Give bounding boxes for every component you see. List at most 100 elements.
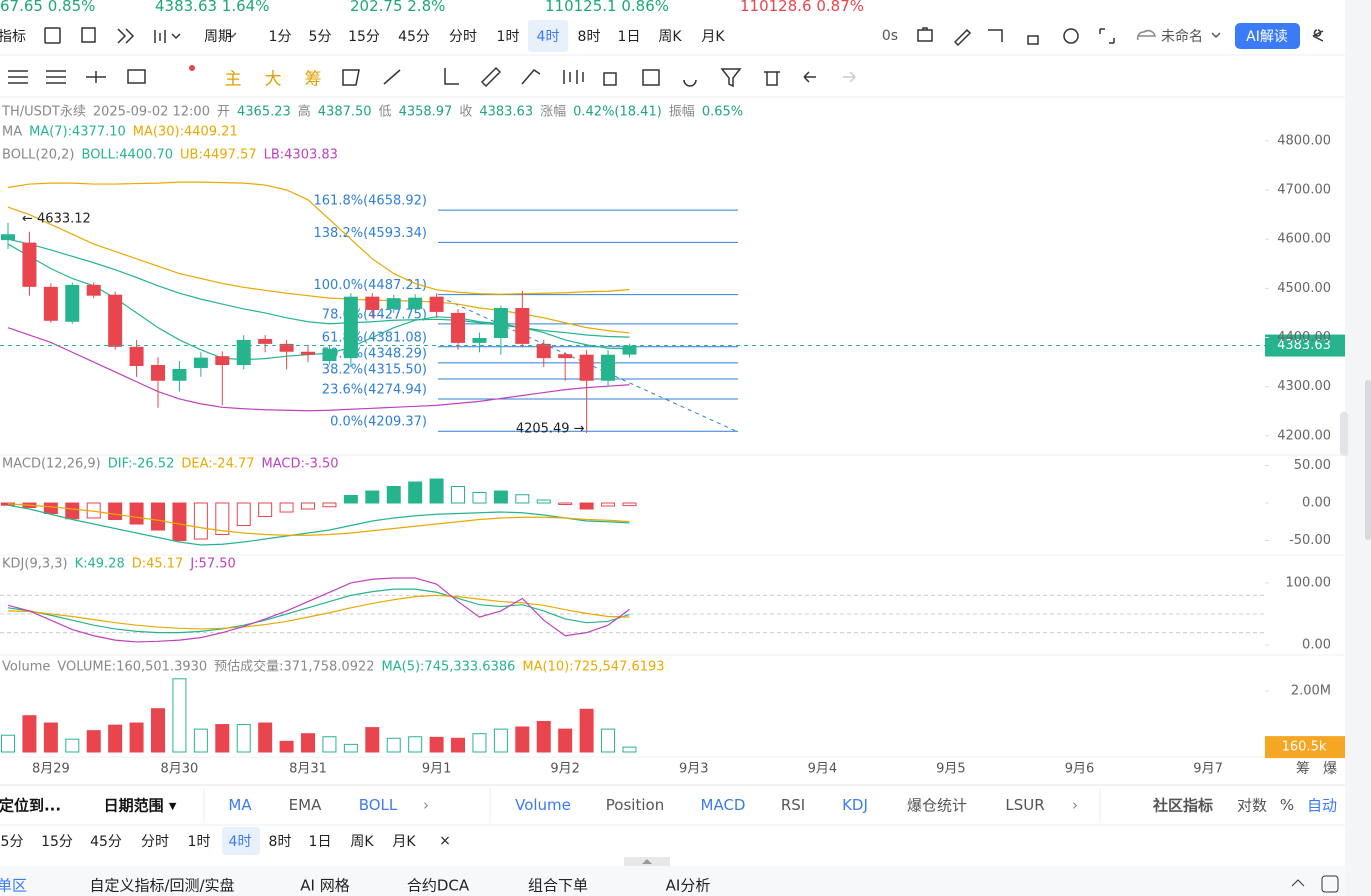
chip-tool[interactable]: 主 <box>224 69 242 90</box>
indicator-tab[interactable]: › <box>1072 796 1078 814</box>
indicator-tab[interactable]: 爆仓统计 <box>906 796 968 815</box>
candle-body <box>343 296 358 359</box>
indicator-tab[interactable]: 自动 <box>1306 796 1338 815</box>
toolbar-icons[interactable] <box>8 27 1324 88</box>
bar <box>322 502 337 508</box>
indicator-tab[interactable]: LSUR <box>1005 796 1045 814</box>
bottom-tab[interactable]: 自定义指标/回测/实盘 <box>89 876 235 895</box>
bar <box>601 502 616 507</box>
indicator-tab[interactable]: EMA <box>288 796 322 814</box>
candle-body <box>493 307 508 338</box>
legend-item: BOLL(20,2) <box>2 147 75 163</box>
indicator-tab[interactable]: RSI <box>780 796 806 814</box>
bar <box>558 502 573 506</box>
bottom-tab[interactable]: 单区 <box>0 876 28 895</box>
interval[interactable]: 15分 <box>348 29 380 45</box>
indicator-tab[interactable]: Position <box>605 796 665 814</box>
interval[interactable]: 15分 <box>41 834 73 850</box>
legend-item: MACD(12,26,9) <box>2 456 101 472</box>
indicator-tab[interactable]: % <box>1279 796 1295 814</box>
interval[interactable]: 45分 <box>398 29 430 45</box>
y-tick-label: 0.00 <box>1302 638 1331 653</box>
bar <box>86 730 101 753</box>
bar <box>429 478 444 504</box>
bottom-tab[interactable]: 组合下单 <box>527 876 589 895</box>
ai-button[interactable]: AI解读 <box>1246 29 1288 45</box>
indicator-tab[interactable]: MA <box>228 796 252 814</box>
interval[interactable]: × <box>439 833 451 849</box>
interval[interactable]: 分时 <box>141 834 169 850</box>
interval[interactable]: 周K <box>350 834 374 850</box>
legend-item: 2025-09-02 12:00 <box>92 104 210 120</box>
interval[interactable]: 45分 <box>90 834 122 850</box>
last-price-label: 4383.63 <box>1277 338 1331 353</box>
indicator-tab[interactable]: 对数 <box>1236 796 1268 815</box>
bottom-tab[interactable]: 合约DCA <box>406 876 470 895</box>
interval[interactable]: 1分 <box>268 29 292 45</box>
x-tick-label: 8月31 <box>289 762 327 777</box>
legend-item: 4383.63 <box>479 104 534 120</box>
chip-tool[interactable]: 大 <box>264 69 282 90</box>
interval[interactable]: 8时 <box>577 29 601 45</box>
collapse-handle[interactable] <box>1340 412 1348 456</box>
indicator-tab[interactable]: 定位到... <box>0 796 62 815</box>
expand-icon[interactable] <box>1321 875 1339 893</box>
indicator-tab[interactable]: MACD <box>700 796 746 814</box>
chip-tool[interactable]: 筹 <box>304 69 322 90</box>
indicator-tab[interactable]: BOLL <box>358 796 398 814</box>
fib-label: 61.8%(4381.08) <box>322 330 427 345</box>
bar <box>215 724 230 753</box>
x-tick-label: 9月2 <box>550 762 580 777</box>
legend-item: 4387.50 <box>317 104 372 120</box>
interval[interactable]: 月K <box>701 29 725 45</box>
layout-name[interactable]: 未命名 <box>1161 29 1203 45</box>
legend-item: 4365.23 <box>237 104 291 120</box>
candle-body <box>622 345 637 355</box>
period[interactable]: 周期 <box>204 29 232 45</box>
bar <box>429 736 444 753</box>
indicator-legend: Volume VOLUME:160,501.3930 预估成交量:371,758.0… <box>2 656 672 675</box>
bottom-tab[interactable]: AI分析 <box>665 876 711 895</box>
indicator-tab[interactable]: 日期范围 ▾ <box>103 796 177 815</box>
interval[interactable]: 月K <box>392 834 416 850</box>
resize-arrow <box>642 859 652 864</box>
interval[interactable]: 1日 <box>617 29 641 45</box>
bar <box>215 502 230 536</box>
indicator[interactable]: 指标 <box>0 29 26 45</box>
ticker: 110125.1 0.86% <box>545 0 669 15</box>
bottom-tab[interactable]: AI 网格 <box>300 876 350 895</box>
interval[interactable]: 1时 <box>496 29 520 45</box>
indicator-tab[interactable]: Volume <box>515 796 571 814</box>
bar <box>343 495 358 504</box>
indicator-tab[interactable]: 社区指标 <box>1152 796 1214 815</box>
interval[interactable]: 5分 <box>0 834 24 850</box>
bar <box>108 502 123 521</box>
bar <box>301 502 316 510</box>
interval[interactable]: 分时 <box>449 29 477 45</box>
interval[interactable]: 1日 <box>308 834 332 850</box>
timer[interactable]: 0s <box>881 28 899 44</box>
indicator-tab[interactable]: › <box>423 796 429 814</box>
candle-body <box>279 343 294 352</box>
interval[interactable]: 5分 <box>308 29 332 45</box>
y-tick-label: 4600.00 <box>1277 232 1331 247</box>
y-tick-label: 4700.00 <box>1277 182 1331 197</box>
candle-body <box>258 338 273 344</box>
bar <box>451 486 466 504</box>
chevron-icon[interactable] <box>1291 879 1305 887</box>
legend-item: VOLUME:160,501.3930 <box>57 659 208 675</box>
interval[interactable]: 周K <box>658 29 682 45</box>
interval[interactable]: 1时 <box>187 834 211 850</box>
ai-button-bg[interactable] <box>1235 23 1300 49</box>
candle-body <box>429 296 444 312</box>
interval[interactable]: 4时 <box>228 834 252 850</box>
indicator-tab[interactable]: KDJ <box>842 796 868 814</box>
legend-item: 预估成交量:371,758.0922 <box>214 659 375 675</box>
axis-edge-text[interactable]: 筹 <box>1296 761 1310 777</box>
legend-item: 4358.97 <box>398 104 453 120</box>
interval[interactable]: 4时 <box>536 29 560 45</box>
axis-edge-text[interactable]: 爆 <box>1323 761 1337 777</box>
notify-dot <box>189 65 195 71</box>
interval[interactable]: 8时 <box>268 834 292 850</box>
